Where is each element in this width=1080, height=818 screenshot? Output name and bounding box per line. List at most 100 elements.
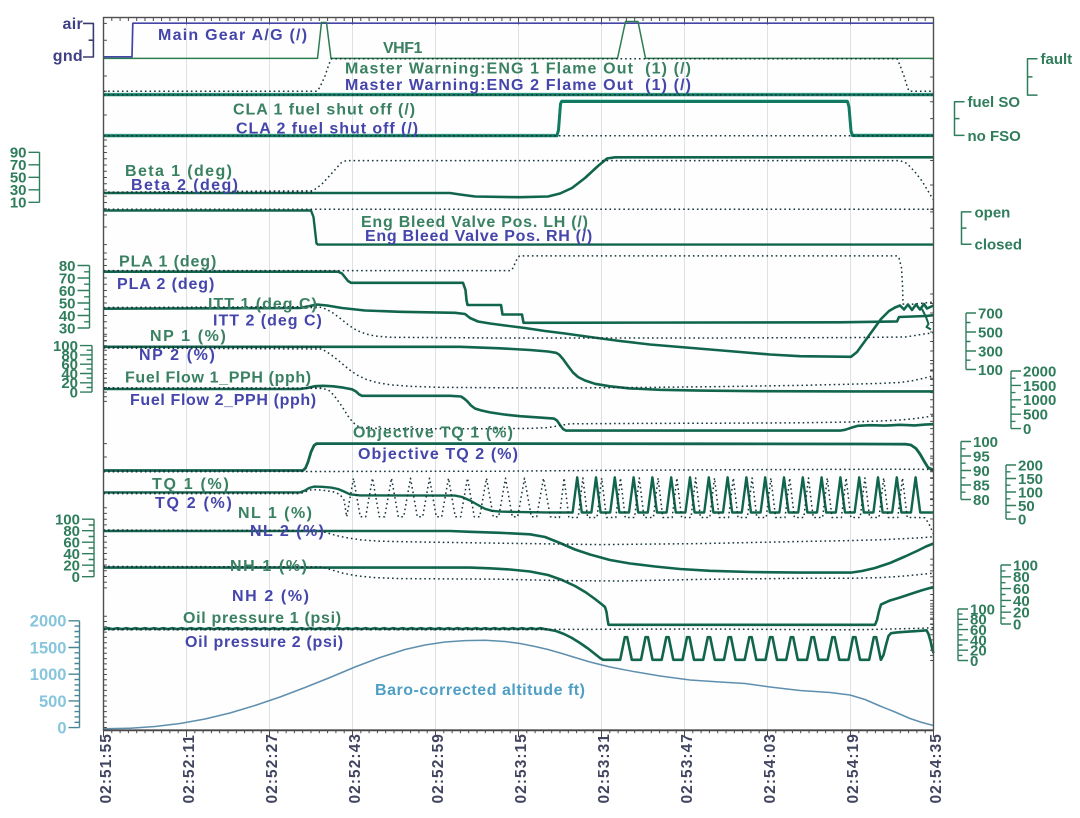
svg-text:1000: 1000: [30, 666, 67, 684]
svg-text:20: 20: [1013, 605, 1030, 622]
svg-text:40: 40: [61, 366, 78, 383]
svg-text:500: 500: [1023, 407, 1048, 424]
svg-text:20: 20: [970, 643, 987, 660]
svg-text:Oil pressure 1 (psi): Oil pressure 1 (psi): [183, 610, 342, 627]
svg-text:40: 40: [1013, 593, 1030, 610]
svg-text:2000: 2000: [30, 613, 67, 631]
svg-text:30: 30: [10, 182, 27, 199]
svg-text:fault: fault: [1041, 51, 1073, 68]
svg-text:02:54:35: 02:54:35: [928, 733, 945, 803]
svg-text:ITT 2 (deg C): ITT 2 (deg C): [213, 313, 323, 330]
svg-text:100: 100: [970, 601, 995, 618]
svg-text:Fuel Flow 2_PPH (pph): Fuel Flow 2_PPH (pph): [130, 392, 317, 409]
svg-text:closed: closed: [975, 237, 1023, 254]
svg-text:300: 300: [978, 343, 1003, 360]
svg-text:02:53:31: 02:53:31: [596, 733, 613, 803]
svg-text:90: 90: [973, 463, 990, 480]
svg-text:Eng Bleed Valve Pos. LH (/): Eng Bleed Valve Pos. LH (/): [361, 214, 589, 231]
svg-text:02:52:43: 02:52:43: [347, 733, 364, 803]
svg-text:80: 80: [973, 492, 990, 509]
svg-text:100: 100: [55, 512, 80, 529]
svg-text:50: 50: [59, 295, 76, 312]
svg-text:0: 0: [72, 569, 80, 586]
svg-text:85: 85: [973, 477, 990, 494]
svg-text:Master Warning:ENG 1 Flame Out: Master Warning:ENG 1 Flame Out (1) (/): [345, 61, 692, 78]
svg-text:100: 100: [1013, 557, 1038, 574]
svg-text:80: 80: [61, 347, 78, 364]
svg-text:02:53:15: 02:53:15: [513, 733, 530, 803]
svg-text:90: 90: [10, 145, 27, 162]
svg-text:1000: 1000: [1023, 392, 1056, 409]
svg-text:Baro-corrected altitude ft): Baro-corrected altitude ft): [375, 682, 586, 699]
svg-text:80: 80: [1013, 569, 1030, 586]
svg-text:100: 100: [973, 434, 998, 451]
svg-text:0: 0: [1013, 616, 1021, 633]
svg-text:Beta 1 (deg): Beta 1 (deg): [125, 163, 233, 180]
svg-text:70: 70: [59, 270, 76, 287]
svg-text:Main Gear A/G (/): Main Gear A/G (/): [158, 27, 308, 44]
svg-text:70: 70: [10, 157, 27, 174]
svg-text:100: 100: [978, 362, 1003, 379]
svg-text:Eng Bleed Valve Pos. RH (/): Eng Bleed Valve Pos. RH (/): [365, 228, 593, 245]
svg-text:Objective TQ 2 (%): Objective TQ 2 (%): [358, 446, 519, 463]
svg-text:80: 80: [970, 612, 987, 629]
svg-text:02:53:47: 02:53:47: [679, 733, 696, 803]
svg-text:0: 0: [1023, 421, 1031, 438]
svg-text:PLA 2 (deg): PLA 2 (deg): [117, 276, 215, 293]
svg-text:700: 700: [978, 305, 1003, 322]
svg-text:CLA 2 fuel shut off (/): CLA 2 fuel shut off (/): [236, 121, 419, 138]
svg-text:02:52:27: 02:52:27: [264, 733, 281, 803]
svg-text:500: 500: [978, 324, 1003, 341]
svg-text:500: 500: [39, 693, 67, 711]
svg-text:Oil pressure 2 (psi): Oil pressure 2 (psi): [185, 634, 344, 651]
svg-text:02:52:11: 02:52:11: [181, 734, 198, 804]
svg-text:40: 40: [970, 632, 987, 649]
svg-text:60: 60: [970, 622, 987, 639]
svg-text:40: 40: [63, 546, 80, 563]
svg-text:60: 60: [63, 535, 80, 552]
svg-text:open: open: [975, 204, 1011, 221]
svg-text:80: 80: [63, 523, 80, 540]
svg-text:no FSO: no FSO: [968, 128, 1022, 145]
svg-text:NH 1 (%): NH 1 (%): [230, 558, 309, 575]
svg-text:1500: 1500: [1023, 378, 1056, 395]
svg-text:95: 95: [973, 448, 990, 465]
svg-text:2000: 2000: [1023, 363, 1056, 380]
svg-text:NP 2 (%): NP 2 (%): [139, 347, 216, 364]
svg-text:50: 50: [10, 170, 27, 187]
svg-text:gnd: gnd: [53, 48, 83, 65]
svg-text:CLA 1 fuel shut off (/): CLA 1 fuel shut off (/): [233, 102, 416, 119]
svg-text:0: 0: [1018, 511, 1026, 528]
svg-text:60: 60: [61, 357, 78, 374]
svg-text:02:54:19: 02:54:19: [845, 733, 862, 803]
svg-text:100: 100: [1018, 484, 1043, 501]
svg-text:NL 1 (%): NL 1 (%): [238, 505, 313, 522]
svg-text:0: 0: [970, 653, 978, 670]
svg-text:02:52:59: 02:52:59: [430, 733, 447, 803]
svg-text:fuel SO: fuel SO: [968, 94, 1021, 111]
svg-text:TQ 1 (%): TQ 1 (%): [152, 476, 231, 493]
svg-text:NP 1 (%): NP 1 (%): [150, 328, 227, 345]
svg-text:100: 100: [53, 338, 78, 355]
svg-text:ITT 1 (deg C): ITT 1 (deg C): [208, 296, 318, 313]
svg-text:Objective TQ 1 (%): Objective TQ 1 (%): [353, 425, 514, 442]
svg-text:30: 30: [59, 320, 76, 337]
svg-text:Beta 2 (deg): Beta 2 (deg): [131, 177, 239, 194]
svg-text:NH 2 (%): NH 2 (%): [232, 588, 311, 605]
svg-text:VHF1: VHF1: [383, 40, 423, 57]
svg-text:10: 10: [10, 195, 27, 212]
svg-text:150: 150: [1018, 471, 1043, 488]
svg-text:200: 200: [1018, 457, 1043, 474]
svg-text:Master Warning:ENG 2 Flame Out: Master Warning:ENG 2 Flame Out (1) (/): [345, 77, 692, 94]
svg-text:20: 20: [63, 558, 80, 575]
svg-text:60: 60: [59, 283, 76, 300]
svg-text:air: air: [63, 16, 83, 33]
svg-text:02:51:55: 02:51:55: [98, 733, 115, 803]
svg-text:1500: 1500: [30, 639, 67, 657]
svg-text:02:54:03: 02:54:03: [762, 733, 779, 803]
svg-text:0: 0: [57, 720, 66, 738]
svg-text:Fuel Flow 1_PPH (pph): Fuel Flow 1_PPH (pph): [125, 370, 312, 387]
svg-text:PLA 1 (deg): PLA 1 (deg): [119, 254, 217, 271]
svg-text:60: 60: [1013, 581, 1030, 598]
svg-text:80: 80: [59, 258, 76, 275]
